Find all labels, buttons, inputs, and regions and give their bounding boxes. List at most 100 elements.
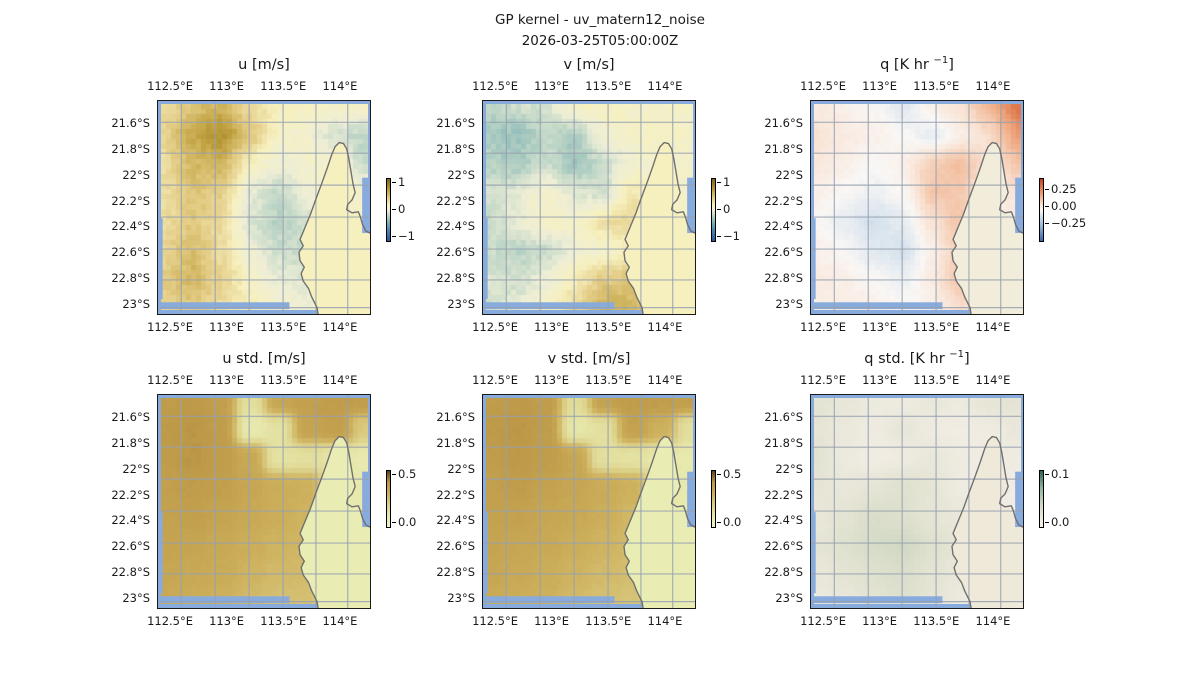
lon-tick-label: 114°E: [975, 373, 1011, 387]
panel-title-v-std: v std. [m/s]: [548, 349, 631, 367]
lat-tick-label: 21.8°S: [436, 141, 475, 156]
title-text: v std. [m/s]: [547, 350, 631, 367]
lon-tick-label: 113.5°E: [260, 320, 307, 334]
map-overlay-u: [158, 101, 370, 314]
lat-tick-label: 22°S: [122, 167, 150, 182]
lat-tick-label: 21.8°S: [764, 141, 803, 156]
colorbar-tick-label: 0.5: [716, 466, 742, 481]
lon-tick-label: 113°E: [534, 614, 570, 628]
lon-tick-label: 113.5°E: [585, 79, 632, 93]
colorbar-tick-label: 0.5: [391, 466, 417, 481]
colorbar-v: 1 0 −1: [711, 174, 781, 244]
colorbar-tick-label: 0.25: [1045, 181, 1077, 196]
lon-tick-label: 113°E: [209, 614, 245, 628]
lon-tick-label: 114°E: [322, 79, 358, 93]
panel-q-std: q std. [K hr −1] 0.1 0.0 112.5°E 112.5°E 1…: [764, 349, 1069, 628]
map-overlay-v: [483, 101, 695, 314]
lon-tick-label: 113.5°E: [913, 320, 960, 334]
lon-tick-label: 113°E: [534, 373, 570, 387]
lat-tick-label: 22.4°S: [111, 219, 150, 234]
title-text: ]: [964, 350, 970, 367]
colorbar-tick-label: 0.00: [1045, 198, 1077, 213]
lat-tick-label: 22.2°S: [111, 193, 150, 208]
colorbar-u: 1 0 −1: [386, 175, 456, 244]
lon-tick-label: 114°E: [975, 79, 1011, 93]
lat-tick-label: 22.8°S: [111, 271, 150, 286]
lat-tick-label: 23°S: [775, 297, 803, 312]
panel-title-q: q [K hr −1]: [880, 55, 954, 73]
colorbar-gradient: [711, 470, 716, 528]
lat-tick-label: 22°S: [775, 167, 803, 182]
colorbar-q: 0.25 0.00 −0.25: [1039, 178, 1109, 242]
lon-tick-label: 113.5°E: [260, 79, 307, 93]
lon-tick-label: 113.5°E: [585, 614, 632, 628]
lat-tick-label: 22.6°S: [436, 539, 475, 554]
lat-tick-label: 22.6°S: [436, 245, 475, 260]
lon-tick-label: 114°E: [322, 320, 358, 334]
map-overlay-q: [811, 101, 1023, 314]
suptitle-line-2: 2026-03-25T05:00:00Z: [521, 33, 679, 49]
lon-tick-label: 113.5°E: [260, 373, 307, 387]
lon-tick-label: 112.5°E: [147, 373, 194, 387]
lon-tick-label: 113°E: [209, 79, 245, 93]
lat-tick-label: 21.8°S: [111, 141, 150, 156]
colorbar-gradient: [386, 470, 391, 528]
lat-tick-label: 23°S: [122, 591, 150, 606]
lon-tick-label: 113°E: [862, 320, 898, 334]
map-q: [810, 100, 1024, 315]
lon-tick-label: 114°E: [322, 373, 358, 387]
lat-tick-label: 21.6°S: [111, 410, 150, 424]
colorbar-gradient: [386, 178, 391, 242]
lat-tick-label: 21.8°S: [111, 435, 150, 450]
lat-tick-label: 21.6°S: [764, 410, 803, 424]
colorbar-tick-label: −1: [717, 229, 740, 244]
title-superscript: −1: [933, 55, 949, 66]
colorbar-tick-label: 0: [391, 202, 406, 216]
lat-tick-label: 23°S: [447, 591, 475, 606]
lon-tick-label: 113.5°E: [913, 79, 960, 93]
panel-v: v [m/s] 1 0 −1 112.5°E 112.5°E 113°E 113°E 1…: [436, 57, 740, 334]
lon-tick-label: 112.5°E: [800, 614, 847, 628]
lat-tick-label: 22.8°S: [764, 565, 803, 580]
lon-tick-label: 114°E: [647, 373, 683, 387]
panel-u-std: u std. [m/s] 0.5 0.0 112.5°E 112.5°E 113°E…: [111, 351, 416, 628]
lat-tick-label: 21.6°S: [111, 116, 150, 130]
lat-tick-label: 21.6°S: [764, 116, 803, 130]
lat-tick-label: 22.6°S: [764, 539, 803, 554]
title-text: u std. [m/s]: [222, 350, 306, 367]
colorbar-tick-label: 0: [716, 202, 731, 216]
lat-tick-label: 22°S: [447, 167, 475, 182]
lon-tick-label: 112.5°E: [147, 79, 194, 93]
lat-tick-label: 22.4°S: [436, 219, 475, 234]
colorbar-tick-label: −1: [392, 229, 415, 244]
panel-title-u: u [m/s]: [238, 55, 290, 73]
colorbar-tick-label: 0.0: [1044, 515, 1070, 530]
colorbar-tick-label: −0.25: [1044, 216, 1087, 231]
colorbar-gradient: [711, 178, 716, 242]
map-v: [482, 100, 696, 315]
title-text: q std. [K hr: [864, 350, 950, 367]
lon-tick-label: 114°E: [975, 320, 1011, 334]
lat-tick-label: 21.6°S: [436, 116, 475, 130]
suptitle-line-1: GP kernel - uv_matern12_noise: [495, 12, 705, 28]
lon-tick-label: 113.5°E: [913, 614, 960, 628]
colorbar-q-std: 0.1 0.0: [1039, 467, 1109, 530]
colorbar-tick-label: 1: [716, 174, 731, 189]
lon-tick-label: 113°E: [862, 79, 898, 93]
lon-tick-label: 113.5°E: [260, 614, 307, 628]
map-u-std: [157, 394, 371, 609]
lon-tick-label: 113°E: [534, 320, 570, 334]
map-v-std: [482, 394, 696, 609]
map-overlay-v-std: [483, 395, 695, 608]
lat-tick-label: 22.4°S: [764, 219, 803, 234]
lon-tick-label: 112.5°E: [800, 373, 847, 387]
lat-tick-label: 22.2°S: [436, 487, 475, 502]
colorbar-tick-label: 0.0: [716, 515, 742, 530]
lon-tick-label: 113°E: [534, 79, 570, 93]
lon-tick-label: 112.5°E: [147, 320, 194, 334]
panel-title-u-std: u std. [m/s]: [222, 349, 305, 367]
panel-v-std: v std. [m/s] 0.5 0.0 112.5°E 112.5°E 113°E…: [436, 351, 741, 628]
lon-tick-label: 112.5°E: [472, 614, 519, 628]
colorbar-u-std: 0.5 0.0: [386, 466, 456, 529]
